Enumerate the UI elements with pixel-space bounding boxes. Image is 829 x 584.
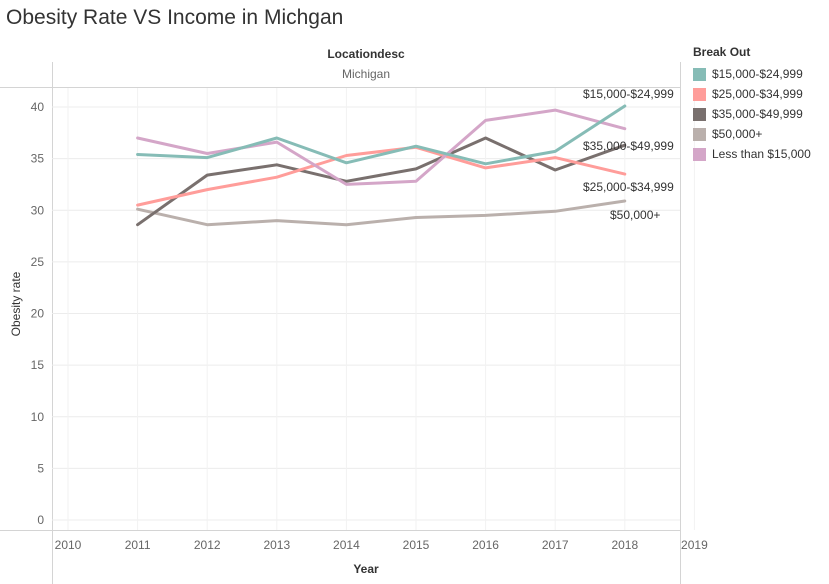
end-label-3: $50,000+ xyxy=(610,208,660,222)
y-tick-label: 15 xyxy=(31,358,45,372)
legend-item[interactable]: $25,000-$34,999 xyxy=(693,84,827,104)
series-line-4 xyxy=(136,108,627,186)
legend-label: $25,000-$34,999 xyxy=(712,87,803,101)
legend: Break Out $15,000-$24,999 $25,000-$34,999… xyxy=(693,45,827,164)
y-tick-label: 20 xyxy=(31,307,45,321)
x-tick-label: 2010 xyxy=(55,538,82,552)
x-tick-label: 2019 xyxy=(681,538,708,552)
y-tick-label: 35 xyxy=(31,152,45,166)
chart-title: Obesity Rate VS Income in Michgan xyxy=(6,6,344,29)
legend-swatch xyxy=(693,87,706,101)
x-tick-label: 2012 xyxy=(194,538,221,552)
y-tick-label: 40 xyxy=(31,100,45,114)
y-axis-ticks: 0 5 10 15 20 25 30 35 40 xyxy=(31,100,45,527)
legend-label: $15,000-$24,999 xyxy=(712,67,803,81)
x-tick-label: 2016 xyxy=(472,538,499,552)
legend-item[interactable]: Less than $15,000 xyxy=(693,144,827,164)
y-tick-label: 25 xyxy=(31,255,45,269)
end-label-1: $25,000-$34,999 xyxy=(583,180,674,194)
series-line-1 xyxy=(136,145,627,207)
legend-swatch xyxy=(693,107,706,121)
column-value: Michigan xyxy=(342,67,390,81)
end-label-2: $35,000-$49,999 xyxy=(583,139,674,153)
series-lines xyxy=(136,104,627,227)
y-axis-label: Obesity rate xyxy=(9,271,23,336)
legend-item[interactable]: $50,000+ xyxy=(693,124,827,144)
y-tick-label: 5 xyxy=(37,461,44,475)
x-axis-label: Year xyxy=(353,562,379,576)
x-tick-label: 2017 xyxy=(542,538,569,552)
y-tick-label: 10 xyxy=(31,410,45,424)
y-tick-label: 30 xyxy=(31,203,45,217)
x-tick-label: 2014 xyxy=(333,538,360,552)
legend-items: $15,000-$24,999 $25,000-$34,999 $35,000-$4… xyxy=(693,64,827,164)
legend-swatch xyxy=(693,67,706,81)
series-line-3 xyxy=(136,199,627,227)
plot-frame xyxy=(0,62,681,584)
legend-title: Break Out xyxy=(693,45,751,59)
x-axis-ticks: 2010 2011 2012 2013 2014 2015 2016 2017 2018 2019 xyxy=(55,538,708,552)
series-line-0 xyxy=(136,104,627,166)
legend-label: $50,000+ xyxy=(712,127,763,141)
legend-label: $35,000-$49,999 xyxy=(712,107,803,121)
x-tick-label: 2013 xyxy=(263,538,290,552)
legend-item[interactable]: $15,000-$24,999 xyxy=(693,64,827,84)
x-tick-label: 2018 xyxy=(611,538,638,552)
gridlines xyxy=(52,88,695,530)
legend-label: Less than $15,000 xyxy=(712,147,811,161)
column-header: Locationdesc xyxy=(327,47,405,61)
end-label-0: $15,000-$24,999 xyxy=(583,87,674,101)
y-tick-label: 0 xyxy=(37,513,44,527)
x-tick-label: 2015 xyxy=(403,538,430,552)
legend-swatch xyxy=(693,127,706,141)
legend-item[interactable]: $35,000-$49,999 xyxy=(693,104,827,124)
x-tick-label: 2011 xyxy=(125,538,151,552)
end-labels: $15,000-$24,999 $25,000-$34,999 $35,000-$4… xyxy=(583,87,674,222)
legend-swatch xyxy=(693,147,706,161)
series-line-2 xyxy=(136,136,627,227)
